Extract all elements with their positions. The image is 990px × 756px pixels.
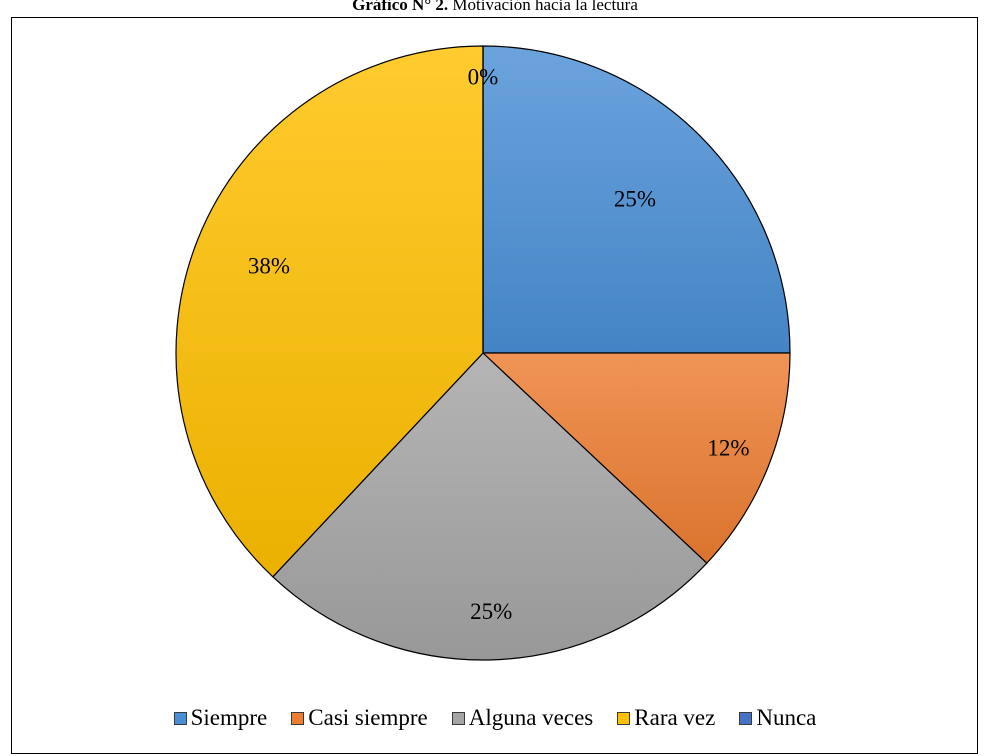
pie-slices — [175, 45, 791, 661]
legend-item-nunca: Nunca — [739, 704, 816, 732]
chart-legend: Siempre Casi siempre Alguna veces Rara vez N… — [0, 704, 990, 732]
pie-slice-rara-vez — [175, 45, 484, 578]
data-label-casi-siempre: 12% — [707, 435, 749, 460]
legend-label-siempre: Siempre — [190, 705, 268, 730]
legend-item-alguna-veces: Alguna veces — [451, 704, 594, 732]
legend-swatch-nunca — [739, 711, 753, 725]
pie-slice-siempre — [482, 45, 791, 354]
pie-labels: 25% 12% 25% 38% 0% — [248, 64, 750, 624]
pie-slice-casi-siempre — [482, 352, 791, 564]
legend-item-rara-vez: Rara vez — [617, 704, 715, 732]
caption-prefix: Gráfico N° 2. — [352, 0, 449, 14]
legend-label-rara-vez: Rara vez — [634, 705, 716, 730]
data-label-alguna-veces: 25% — [470, 599, 512, 624]
legend-swatch-siempre — [173, 711, 187, 725]
legend-label-casi-siempre: Casi siempre — [308, 705, 428, 730]
data-label-siempre: 25% — [614, 186, 656, 211]
caption-text: Motivación hacia la lectura — [448, 0, 638, 14]
data-label-rara-vez: 38% — [248, 254, 290, 279]
data-label-nunca: 0% — [468, 64, 499, 89]
legend-item-casi-siempre: Casi siempre — [291, 704, 428, 732]
legend-label-alguna-veces: Alguna veces — [468, 705, 594, 730]
legend-swatch-casi-siempre — [291, 711, 305, 725]
chart-frame — [11, 17, 978, 754]
legend-swatch-alguna-veces — [451, 711, 465, 725]
pie-slice-alguna-veces — [272, 352, 708, 661]
legend-item-siempre: Siempre — [173, 704, 268, 732]
legend-label-nunca: Nunca — [756, 705, 817, 730]
chart-caption: Gráfico N° 2. Motivación hacia la lectur… — [0, 0, 990, 16]
legend-swatch-rara-vez — [617, 711, 631, 725]
